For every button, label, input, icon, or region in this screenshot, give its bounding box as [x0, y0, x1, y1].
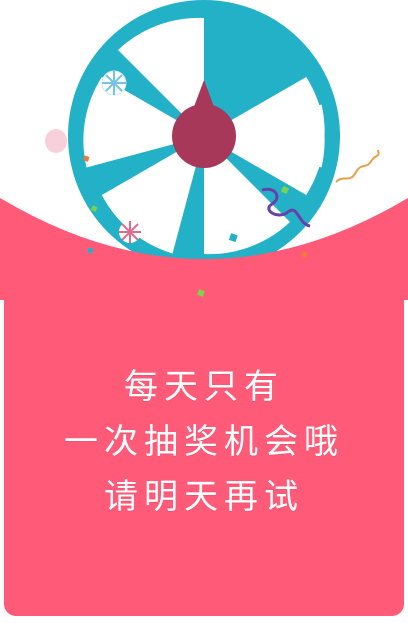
lottery-wheel-icon	[0, 0, 408, 300]
limit-message: 每天只有 一次抽奖机会哦 请明天再试	[4, 360, 404, 525]
message-line-2: 一次抽奖机会哦	[64, 422, 344, 462]
message-line-1: 每天只有	[124, 367, 284, 407]
message-line-3: 请明天再试	[104, 477, 304, 517]
